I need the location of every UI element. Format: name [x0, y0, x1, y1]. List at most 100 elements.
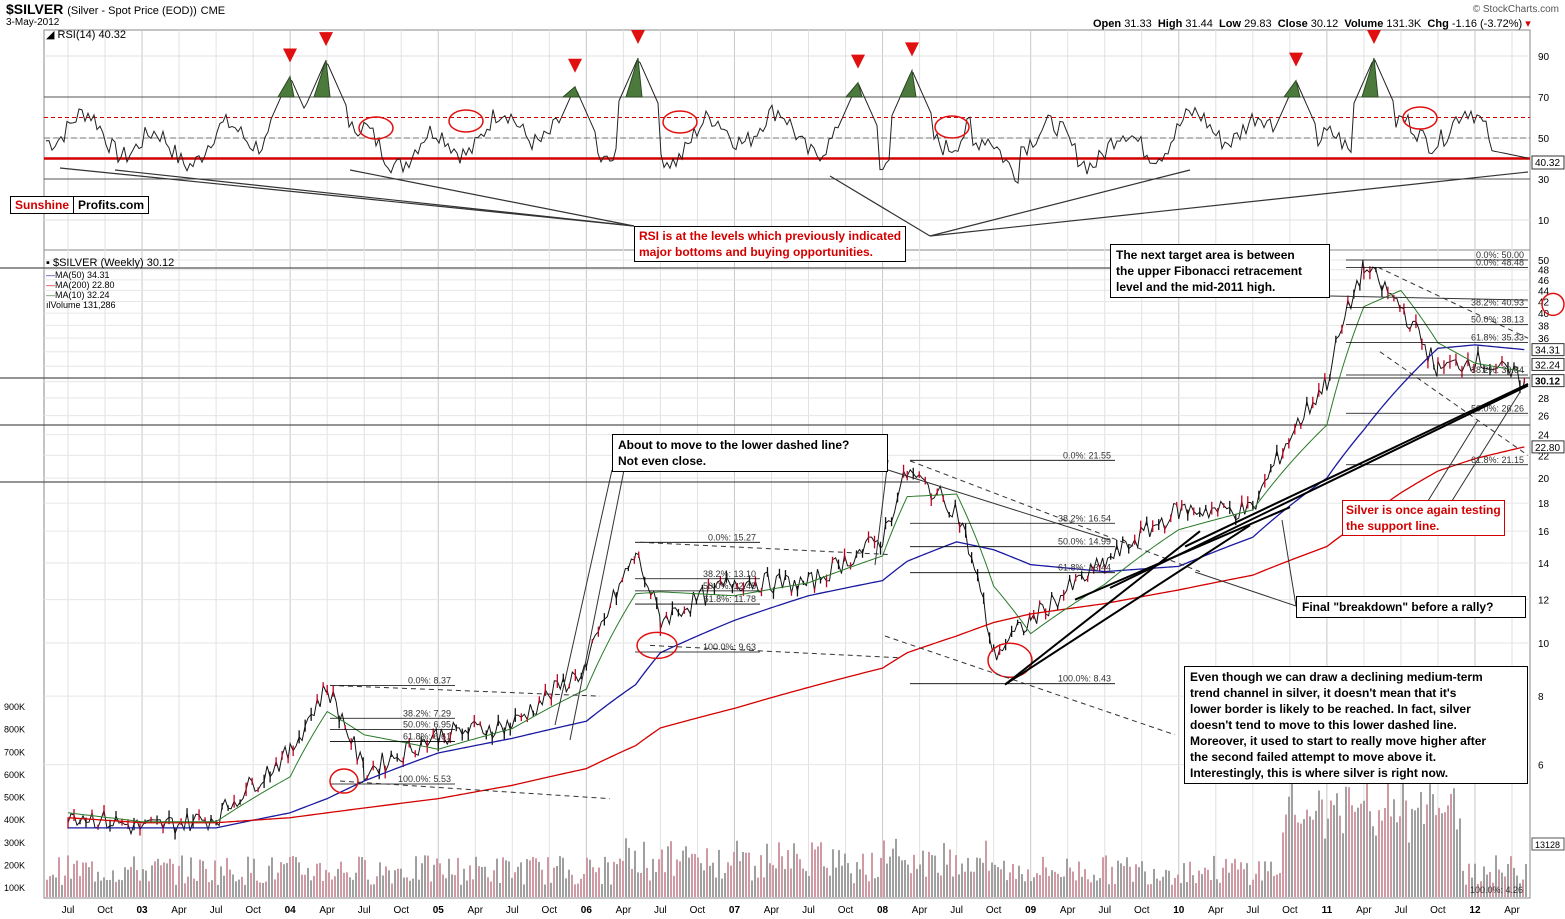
volume-bar — [502, 857, 504, 897]
volume-bar — [1498, 869, 1500, 897]
red-arrow-icon — [631, 30, 645, 45]
volume-bar — [1030, 881, 1032, 897]
volume-bar — [1186, 882, 1188, 897]
volume-bar — [700, 863, 702, 897]
volume-bar — [190, 857, 192, 897]
volume-bar — [1432, 794, 1434, 897]
volume-bar — [184, 883, 186, 897]
volume-bar — [427, 855, 429, 897]
volume-tick-label: 400K — [4, 815, 25, 825]
volume-bar — [259, 882, 261, 897]
volume-bar — [199, 859, 201, 897]
volume-bar — [112, 870, 114, 897]
volume-bar — [1024, 881, 1026, 897]
annotation-pointer-line — [1281, 519, 1297, 607]
annotation-pointer-line — [1194, 571, 1297, 607]
volume-bar — [790, 868, 792, 897]
dashed-channel-line — [1377, 266, 1529, 339]
fib-2011-label: 38.2%: 30.84 — [1471, 365, 1524, 375]
volume-bar — [307, 867, 309, 897]
volume-bar — [142, 869, 144, 897]
rsi-tick-label: 10 — [1538, 216, 1550, 227]
x-tick-label: 12 — [1469, 905, 1481, 916]
volume-bar — [979, 858, 981, 897]
volume-bar — [1363, 800, 1365, 897]
x-tick-label: Apr — [1356, 905, 1372, 916]
fib-2006-label: 0.0%: 15.27 — [708, 532, 756, 542]
volume-bar — [388, 870, 390, 897]
volume-bar — [283, 864, 285, 897]
volume-bar — [535, 858, 537, 897]
open-label: Open — [1093, 18, 1122, 30]
volume-bar — [1441, 813, 1443, 897]
price-tag-label: 34.31 — [1535, 346, 1560, 357]
volume-tick-label: 700K — [4, 747, 25, 757]
volume-bar — [742, 851, 744, 897]
volume-bar — [1033, 877, 1035, 897]
legend-volume-label: Volume 131,286 — [50, 300, 116, 310]
volume-bar — [61, 884, 63, 897]
volume-bar — [862, 853, 864, 897]
x-tick-label: Apr — [319, 905, 335, 916]
x-tick-label: 09 — [1025, 905, 1037, 916]
volume-bar — [958, 874, 960, 897]
volume-bar — [1456, 829, 1458, 897]
volume-bar — [961, 863, 963, 897]
volume-bar — [1264, 861, 1266, 897]
volume-bar — [643, 841, 645, 897]
breakdown-note: Final "breakdown" before a rally? — [1296, 596, 1526, 618]
volume-bar — [271, 857, 273, 897]
volume-bar — [853, 883, 855, 897]
x-tick-label: Oct — [393, 905, 409, 916]
volume-bar — [832, 849, 834, 897]
volume-bar — [1000, 869, 1002, 897]
legend-volume: ılVolume 131,286 — [46, 300, 116, 310]
volume-bar — [1483, 866, 1485, 897]
volume-bar — [1357, 807, 1359, 897]
volume-bar — [868, 881, 870, 897]
x-tick-label: Jul — [506, 905, 519, 916]
volume-bar — [49, 876, 51, 897]
target-note: The next target area is between the uppe… — [1110, 244, 1330, 298]
volume-bar — [103, 877, 105, 897]
x-tick-label: Apr — [764, 905, 780, 916]
x-tick-label: Oct — [245, 905, 261, 916]
volume-bar — [1381, 820, 1383, 897]
volume-bar — [223, 875, 225, 897]
volume-bar — [982, 862, 984, 897]
volume-bar — [547, 857, 549, 897]
volume-bar — [1204, 867, 1206, 897]
volume-bar — [880, 857, 882, 897]
fib-2011-label: 50.0%: 38.13 — [1471, 315, 1524, 325]
volume-bar — [1291, 779, 1293, 897]
volume-bar — [160, 865, 162, 897]
volume-bar — [598, 867, 600, 897]
volume-bar — [442, 874, 444, 897]
volume-bar — [121, 880, 123, 897]
volume-bar — [337, 868, 339, 897]
volume-bar — [1027, 869, 1029, 897]
volume-bar — [823, 866, 825, 897]
x-tick-label: Jul — [1395, 905, 1408, 916]
volume-bar — [1213, 855, 1215, 897]
volume-bar — [214, 860, 216, 897]
price-tick-label: 44 — [1538, 286, 1550, 297]
rsi-pointer-line — [114, 169, 635, 227]
support-trend-line — [1184, 383, 1529, 548]
volume-bar — [1258, 861, 1260, 897]
volume-bar — [1249, 884, 1251, 897]
red-arrow-icon — [851, 54, 865, 69]
volume-bar — [1039, 875, 1041, 897]
volume-bar — [1345, 786, 1347, 897]
volume-bar — [244, 884, 246, 897]
fib-2008-label: 50.0%: 14.99 — [1058, 537, 1111, 547]
volume-bar — [577, 883, 579, 897]
volume-bar — [265, 881, 267, 897]
volume-bar — [1054, 871, 1056, 897]
fib-2011-label: 0.0%: 48.48 — [1476, 257, 1524, 267]
volume-bar — [511, 878, 513, 897]
volume-bar — [322, 880, 324, 897]
volume-bar — [211, 880, 213, 897]
volume-bar — [124, 867, 126, 897]
volume-bar — [118, 879, 120, 897]
